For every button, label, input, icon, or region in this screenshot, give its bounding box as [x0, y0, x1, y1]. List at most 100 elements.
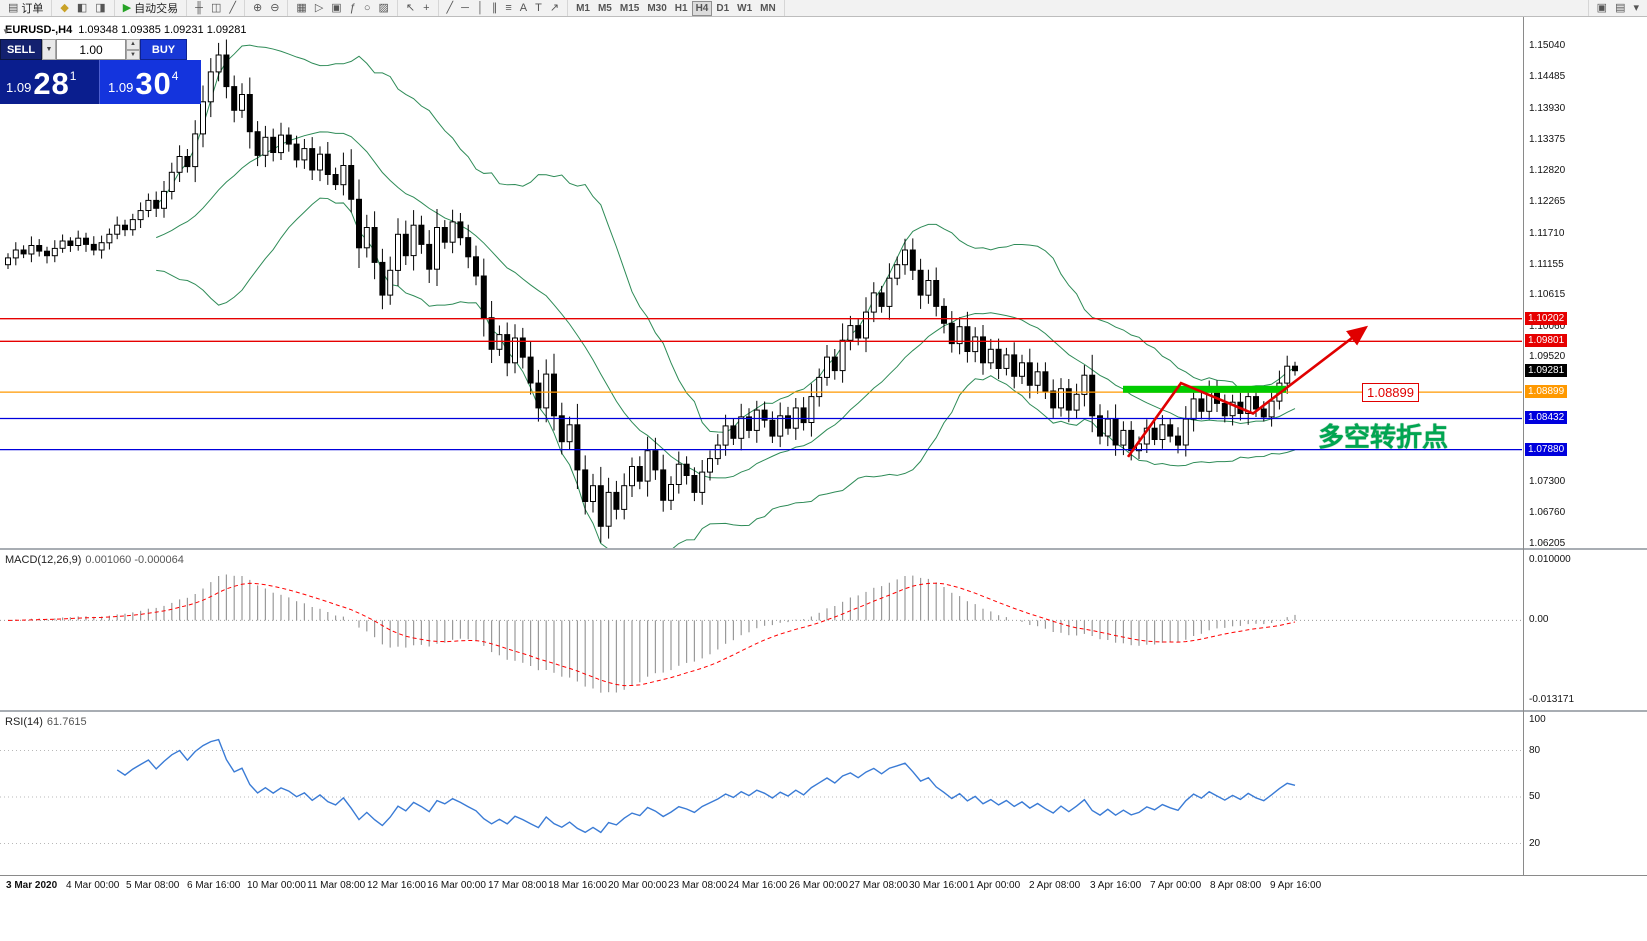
volume-dropdown-icon[interactable]: ▼	[42, 39, 56, 60]
timeframe-mn-label: MN	[760, 2, 776, 14]
line-chart-button[interactable]: ╱	[225, 1, 240, 16]
label-button[interactable]: T	[531, 1, 546, 16]
price-scale[interactable]: 1.15040 1.14485 1.13930 1.13375 1.12820 1.122…	[1524, 17, 1647, 549]
timeframe-d1[interactable]: D1	[712, 1, 733, 16]
periods-button[interactable]: ○	[360, 1, 375, 16]
volume-up-icon[interactable]: ▲	[126, 39, 140, 50]
new-order-button-label: 订单	[21, 3, 44, 15]
timeframe-m5-label: M5	[597, 2, 612, 14]
rsi-svg[interactable]	[0, 712, 1522, 875]
fibonacci-button[interactable]: ≡	[501, 1, 515, 16]
text-button[interactable]: A	[516, 1, 531, 16]
level-price-label[interactable]: 1.08899	[1362, 383, 1419, 402]
main-chart-svg[interactable]	[0, 17, 1522, 548]
timeframe-h4[interactable]: H4	[691, 0, 713, 16]
price-level-badge: 1.07880	[1525, 443, 1568, 456]
macd-histogram	[15, 574, 1296, 693]
buy-button[interactable]: BUY	[140, 39, 187, 60]
cursor-button[interactable]: ↖	[402, 1, 419, 16]
timeframe-m5[interactable]: M5	[594, 1, 616, 16]
deposit-icon[interactable]: ◆	[56, 1, 72, 16]
zoom-out-button[interactable]: ⊖	[266, 1, 283, 16]
navigator-icon[interactable]: ◧	[73, 1, 91, 16]
arrange-icon[interactable]: ▣	[1593, 1, 1611, 16]
list-icon[interactable]: ▤	[1611, 1, 1629, 16]
trend-arrow[interactable]	[1126, 325, 1369, 458]
macd-scale-label: 0.00	[1529, 614, 1549, 625]
candlestick-chart-button-icon: ◫	[210, 2, 222, 14]
timeframe-d1-label: D1	[716, 2, 730, 14]
time-axis[interactable]: 3 Mar 2020 4 Mar 00:00 5 Mar 08:00 6 Mar 16…	[0, 875, 1647, 895]
toolbar-group-chart-type: ╫ ◫ ╱	[187, 0, 245, 16]
macd-scale-label: -0.013171	[1529, 694, 1575, 705]
timeframe-h1[interactable]: H1	[671, 1, 692, 16]
channel-button[interactable]: ∥	[488, 1, 502, 16]
vertical-line-button[interactable]: │	[473, 1, 488, 16]
volume-input[interactable]	[56, 39, 126, 60]
timeframe-m1[interactable]: M1	[572, 1, 594, 16]
label-button-icon: T	[535, 2, 542, 14]
autotrading-button-icon: ▶	[122, 2, 132, 14]
timeframe-w1-label: W1	[737, 2, 753, 14]
timeframe-m15[interactable]: M15	[616, 1, 643, 16]
new-order-button[interactable]: ▤ 订单	[4, 1, 47, 16]
crosshair-button-icon: +	[423, 2, 430, 14]
chart-shift-button[interactable]: ▣	[327, 1, 345, 16]
bid-price-button[interactable]: 1.09 28 1	[0, 60, 100, 104]
pane-splitter-2[interactable]	[0, 710, 1647, 712]
candlestick-chart-button[interactable]: ◫	[207, 1, 225, 16]
pane-splitter-1[interactable]	[0, 548, 1647, 550]
collapse-panel-icon[interactable]: ▼	[2, 27, 10, 36]
data-window-icon[interactable]: ◨	[91, 1, 109, 16]
timeframe-w1[interactable]: W1	[733, 1, 756, 16]
time-axis-label: 9 Apr 16:00	[1270, 880, 1322, 891]
support-zone-rect[interactable]	[1123, 385, 1286, 393]
templates-button[interactable]: ▨	[374, 1, 392, 16]
tile-windows-button[interactable]: ▦	[292, 1, 310, 16]
macd-title: MACD(12,26,9)	[5, 554, 82, 566]
macd-scale[interactable]: 0.010000 0.00 -0.013171	[1524, 550, 1647, 710]
trendline-button[interactable]: ╱	[443, 1, 458, 16]
crosshair-button[interactable]: +	[419, 1, 433, 16]
timeframe-m30[interactable]: M30	[643, 1, 670, 16]
time-axis-label: 18 Mar 16:00	[548, 880, 607, 891]
turning-point-text[interactable]: 多空转折点	[1318, 422, 1449, 452]
indicators-button[interactable]: ƒ	[346, 1, 360, 16]
horizontal-line-button[interactable]: ─	[457, 1, 473, 16]
timeframe-mn[interactable]: MN	[756, 1, 780, 16]
bar-chart-button[interactable]: ╫	[191, 1, 207, 16]
trendline-button-icon: ╱	[446, 2, 454, 14]
bid-prefix: 1.09	[6, 80, 32, 95]
price-scale-label: 1.06205	[1529, 538, 1566, 549]
ask-prefix: 1.09	[108, 80, 134, 95]
list-icon-icon: ▤	[1615, 2, 1626, 14]
main-chart-pane[interactable]: EURUSD-,H4 1.09348 1.09385 1.09231 1.0928…	[0, 17, 1647, 549]
auto-scroll-button[interactable]: ▷	[311, 1, 327, 16]
price-scale-label: 1.15040	[1529, 40, 1566, 51]
price-scale-label: 1.11710	[1529, 228, 1565, 239]
rsi-scale[interactable]: 100 80 50 20	[1524, 712, 1647, 875]
toolbar-group-order: ▤ 订单	[0, 0, 53, 16]
macd-pane[interactable]: MACD(12,26,9) 0.001060 -0.000064 0.010000…	[0, 550, 1647, 710]
price-scale-label: 1.06760	[1529, 507, 1566, 518]
time-axis-label: 20 Mar 00:00	[608, 880, 667, 891]
rsi-pane[interactable]: RSI(14) 61.7615 100 80 50 20	[0, 712, 1647, 875]
arrows-button[interactable]: ↗	[546, 1, 563, 16]
bollinger-bands[interactable]	[155, 44, 1296, 548]
rsi-title: RSI(14)	[5, 716, 43, 728]
more-icon[interactable]: ▾	[1629, 1, 1643, 16]
symbol-info: EURUSD-,H4 1.09348 1.09385 1.09231 1.0928…	[5, 24, 246, 36]
sell-button[interactable]: SELL	[0, 39, 42, 60]
volume-down-icon[interactable]: ▼	[126, 49, 140, 60]
toolbar-group-autotrading: ▶ 自动交易	[115, 0, 188, 16]
price-level-badge: 1.08432	[1525, 411, 1568, 424]
macd-svg[interactable]	[0, 550, 1522, 710]
tile-windows-button-icon: ▦	[296, 2, 307, 14]
candles	[5, 39, 1298, 543]
price-scale-label: 1.07300	[1529, 476, 1566, 487]
autotrading-button-label: 自动交易	[134, 3, 179, 15]
ask-price-button[interactable]: 1.09 30 4	[100, 60, 201, 104]
time-axis-label: 23 Mar 08:00	[668, 880, 727, 891]
autotrading-button[interactable]: ▶ 自动交易	[119, 1, 182, 16]
zoom-in-button[interactable]: ⊕	[249, 1, 266, 16]
